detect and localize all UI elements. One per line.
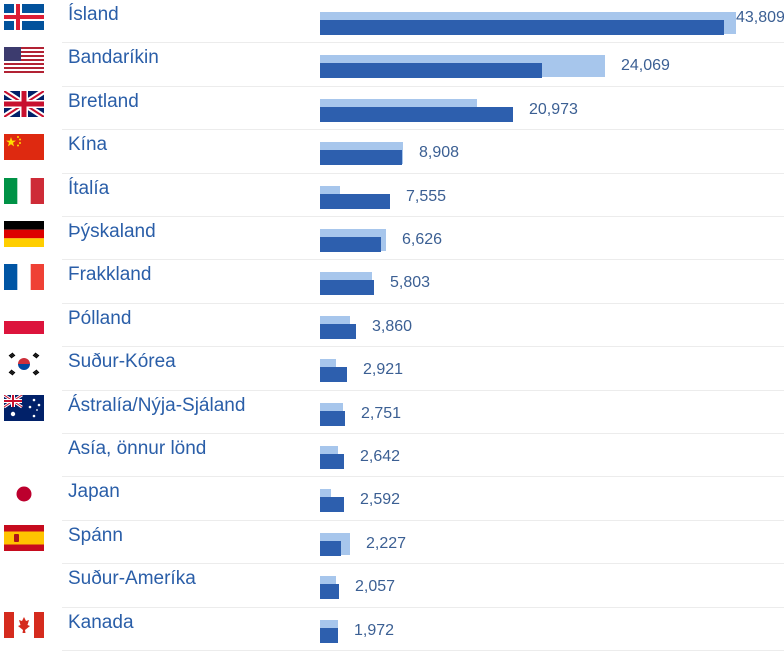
uk-flag-icon — [4, 90, 44, 117]
canada-flag-icon — [4, 611, 44, 638]
chart-row: Suður-Kórea 2,921 — [0, 347, 784, 391]
spain-flag-icon — [4, 524, 44, 551]
value-label: 2,642 — [360, 448, 401, 465]
value-label: 2,921 — [363, 361, 404, 379]
chart-row: Kanada 1,972 — [0, 608, 784, 651]
value-label: 3,860 — [372, 317, 413, 335]
value-label: 2,057 — [355, 578, 396, 596]
row-divider — [62, 172, 784, 174]
poland-flag-icon — [4, 307, 44, 334]
category-label: Bretland — [68, 90, 139, 112]
value-bar — [320, 106, 513, 122]
china-flag-icon — [4, 134, 44, 161]
value-bar — [320, 584, 339, 600]
row-divider — [62, 519, 784, 521]
value-label: 2,227 — [366, 534, 407, 552]
value-label: 6,626 — [402, 231, 443, 248]
value-bar — [320, 63, 542, 79]
chart-row: Asía, önnur lönd 2,642 — [0, 434, 784, 478]
category-label: Bandaríkin — [68, 47, 159, 69]
category-label: Kanada — [68, 611, 134, 633]
category-label: Þýskaland — [68, 221, 156, 242]
chart-row: Ítalía 7,555 — [0, 174, 784, 217]
chart-row: Þýskaland 6,626 — [0, 217, 784, 261]
chart-row: Bretland 20,973 — [0, 87, 784, 131]
category-label: Ítalía — [68, 177, 110, 199]
value-bar — [320, 193, 390, 209]
chart-row: Frakkland 5,803 — [0, 260, 784, 304]
chart-row: Spánn 2,227 — [0, 521, 784, 565]
value-label: 43,809 — [736, 9, 784, 26]
italy-flag-icon — [4, 177, 44, 204]
row-divider — [62, 606, 784, 608]
category-label: Spánn — [68, 524, 123, 546]
chart-row: Bandaríkin 24,069 — [0, 43, 784, 87]
germany-flag-icon — [4, 221, 44, 247]
iceland-flag-icon — [4, 4, 44, 30]
category-label: Japan — [68, 481, 120, 503]
france-flag-icon — [4, 264, 44, 291]
value-bar — [320, 323, 356, 339]
row-divider — [62, 563, 784, 565]
row-divider — [62, 85, 784, 87]
category-label: Pólland — [68, 307, 132, 329]
value-bar — [320, 454, 344, 469]
chart-row: Suður-Ameríka 2,057 — [0, 564, 784, 608]
category-label: Ástralía/Nýja-Sjáland — [68, 394, 246, 416]
chart-row: Japan 2,592 — [0, 477, 784, 521]
value-bar — [320, 410, 345, 426]
category-label: Frakkland — [68, 264, 152, 286]
value-bar — [320, 497, 344, 513]
category-label: Asía, önnur lönd — [68, 438, 207, 459]
category-label: Kína — [68, 134, 108, 156]
value-label: 8,908 — [419, 144, 460, 162]
australia-flag-icon — [4, 394, 44, 421]
value-bar — [320, 280, 374, 296]
value-bar — [320, 367, 347, 383]
chart-row: Kína 8,908 — [0, 130, 784, 174]
value-bar — [320, 20, 724, 35]
usa-flag-icon — [4, 47, 44, 74]
south-korea-flag-icon — [4, 351, 44, 378]
category-label: Suður-Ameríka — [68, 568, 196, 590]
row-divider — [62, 259, 784, 261]
row-divider — [62, 215, 784, 217]
row-divider — [62, 476, 784, 478]
value-bar — [320, 540, 341, 556]
value-label: 7,555 — [406, 187, 447, 205]
value-label: 1,972 — [354, 621, 395, 639]
row-divider — [62, 42, 784, 44]
japan-flag-icon — [4, 481, 44, 508]
value-label: 5,803 — [390, 274, 431, 292]
category-label: Ísland — [68, 4, 119, 25]
chart-row: Pólland 3,860 — [0, 304, 784, 348]
value-label: 20,973 — [529, 100, 578, 118]
row-divider — [62, 346, 784, 348]
row-divider — [62, 129, 784, 131]
value-bar — [320, 627, 338, 643]
row-divider — [62, 302, 784, 304]
chart-row: Ísland 43,809 — [0, 0, 784, 44]
row-divider — [62, 389, 784, 391]
category-label: Suður-Kórea — [68, 351, 176, 373]
value-bar — [320, 237, 381, 252]
value-label: 2,751 — [361, 404, 402, 422]
value-bar — [320, 150, 402, 166]
row-divider — [62, 432, 784, 434]
value-label: 24,069 — [621, 57, 670, 75]
chart-row: Ástralía/Nýja-Sjáland 2,751 — [0, 391, 784, 434]
value-label: 2,592 — [360, 491, 401, 509]
